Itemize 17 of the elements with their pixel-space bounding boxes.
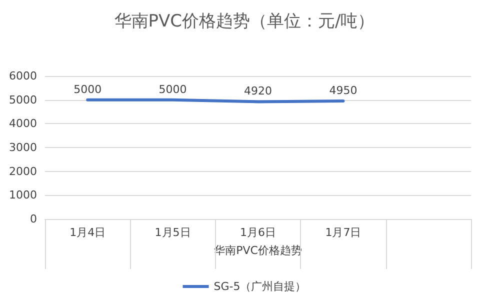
y-tick-label: 6000 [9, 70, 37, 82]
y-tick-label: 5000 [9, 93, 37, 106]
x-tick-label: 1月7日 [325, 226, 362, 239]
chart-title: 华南PVC价格趋势（单位：元/吨） [114, 12, 375, 32]
y-tick-label: 4000 [9, 117, 37, 130]
y-tick-label: 3000 [9, 141, 37, 154]
x-tick-label: 1月5日 [154, 226, 191, 239]
y-tick-label: 1000 [9, 188, 37, 202]
data-label: 4920 [244, 84, 272, 98]
y-tick-label: 2000 [9, 164, 37, 178]
data-label: 4950 [329, 84, 358, 98]
x-tick-label: 1月4日 [70, 226, 106, 239]
data-label: 5000 [74, 82, 102, 96]
x-tick-label: 1月6日 [240, 226, 276, 239]
y-tick-label: 0 [30, 212, 37, 226]
legend-label: SG-5（广州自提） [214, 280, 306, 293]
data-label: 5000 [158, 82, 187, 96]
